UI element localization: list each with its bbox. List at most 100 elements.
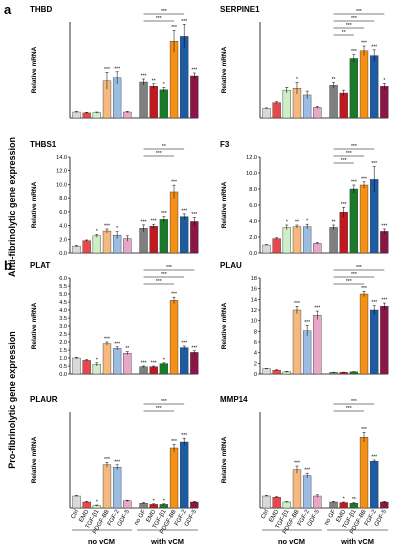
group-label: with vCM [340, 537, 374, 546]
bracket-significance: *** [156, 279, 162, 285]
bar [262, 108, 271, 119]
bar [112, 467, 122, 509]
chart-title: MMP14 [220, 395, 248, 404]
bar [282, 89, 291, 119]
bar [292, 309, 302, 375]
chart-title: PLAT [30, 261, 50, 270]
bracket-significance: *** [351, 399, 357, 405]
significance-mark: *** [161, 211, 167, 217]
bar [349, 503, 359, 509]
bar [102, 343, 112, 375]
significance-mark: *** [114, 66, 120, 72]
bar [180, 441, 189, 509]
bar [292, 469, 302, 509]
significance-mark: *** [171, 25, 177, 31]
bar [380, 86, 389, 119]
bracket-significance: *** [351, 16, 357, 22]
significance-mark: *** [371, 44, 377, 50]
bar [112, 348, 122, 375]
y-tick-label: 0.5 [59, 364, 67, 370]
bar [359, 184, 369, 254]
chart-title: SERPINE1 [220, 5, 260, 14]
bar [72, 111, 81, 119]
significance-mark: *** [171, 292, 177, 298]
bracket-significance: *** [346, 23, 352, 29]
y-tick-label: 6.0 [59, 210, 67, 216]
significance-mark: *** [361, 427, 367, 433]
significance-mark: * [383, 78, 385, 84]
significance-mark: * [96, 500, 98, 506]
bar [180, 347, 189, 375]
bar [339, 211, 348, 254]
bar [72, 495, 81, 509]
bar [272, 497, 281, 509]
y-tick-label: 0 [254, 372, 257, 378]
significance-mark: *** [304, 468, 310, 474]
bracket-significance: ** [162, 144, 166, 150]
bar [359, 50, 369, 119]
significance-mark: *** [191, 68, 197, 74]
y-tick-label: 18 [251, 276, 257, 282]
significance-mark: ** [125, 346, 129, 352]
bracket-significance: *** [161, 272, 167, 278]
bar [149, 85, 158, 119]
y-tick-label: 2 [254, 361, 257, 367]
significance-mark: *** [104, 457, 110, 463]
bar [339, 92, 348, 119]
chart-plat: PLAT Relative mRNA 0.0 0.5 1.0 1.5 2.0 2.5 3.0 3.… [30, 261, 199, 378]
bar [72, 357, 81, 375]
bar [82, 112, 91, 119]
bar [302, 330, 312, 375]
bar [190, 221, 199, 254]
significance-mark: * [153, 498, 155, 504]
significance-mark: * [286, 220, 288, 226]
bar [380, 306, 389, 375]
y-axis-label: Relative mRNA [31, 436, 38, 483]
bar [139, 366, 148, 375]
bar [169, 300, 179, 375]
y-axis-label: Relative mRNA [221, 46, 228, 93]
significance-mark: *** [191, 212, 197, 218]
bar [262, 244, 271, 254]
x-category-label: no GF [134, 509, 148, 527]
y-tick-label: 8.0 [59, 196, 67, 202]
significance-mark: *** [304, 320, 310, 326]
bar [339, 502, 348, 509]
bar [313, 243, 322, 254]
y-tick-label: 12 [251, 308, 257, 314]
bracket-significance: *** [351, 272, 357, 278]
y-tick-label: 3.0 [59, 324, 67, 330]
bracket-significance: *** [346, 279, 352, 285]
significance-mark: *** [314, 306, 320, 312]
bar [262, 495, 271, 509]
y-tick-label: 3.5 [59, 316, 67, 322]
y-tick-label: 6 [254, 340, 257, 346]
bracket-significance: *** [161, 399, 167, 405]
bracket-significance: *** [356, 9, 362, 15]
bracket-significance: *** [346, 406, 352, 412]
significance-mark: *** [181, 208, 187, 214]
significance-mark: * [96, 357, 98, 363]
bar [159, 89, 169, 119]
y-tick-label: 1.5 [59, 348, 67, 354]
bracket-significance: *** [161, 9, 167, 15]
y-tick-label: 8.0 [249, 187, 257, 193]
significance-mark: *** [294, 301, 300, 307]
bar [302, 226, 312, 254]
bar [82, 240, 91, 254]
significance-mark: *** [371, 455, 377, 461]
y-tick-label: 5.5 [59, 284, 67, 290]
group-label: with vCM [150, 537, 184, 546]
chart-title: PLAU [220, 261, 242, 270]
bar [190, 501, 199, 509]
x-category-label: no GF [324, 509, 338, 527]
significance-mark: * [163, 498, 165, 504]
bar [102, 464, 112, 509]
bar [349, 58, 359, 119]
y-axis-label: Relative mRNA [31, 302, 38, 349]
